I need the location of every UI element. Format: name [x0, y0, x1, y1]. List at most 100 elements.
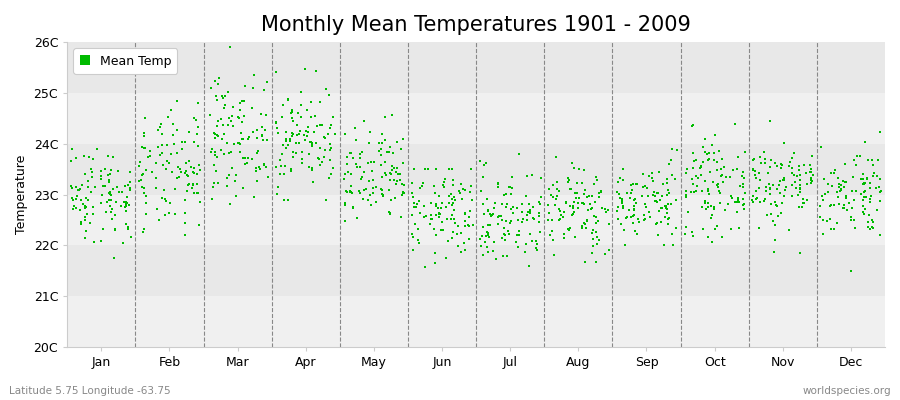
Point — [576, 200, 590, 206]
Point — [546, 194, 561, 200]
Point — [651, 232, 665, 238]
Point — [654, 205, 669, 211]
Point — [848, 225, 862, 231]
Point — [631, 216, 645, 222]
Point — [700, 188, 715, 194]
Point — [79, 195, 94, 201]
Point — [233, 148, 248, 155]
Point — [857, 181, 871, 188]
Point — [626, 206, 641, 212]
Point — [824, 202, 838, 209]
Point — [439, 254, 454, 261]
Point — [552, 206, 566, 212]
Point — [572, 166, 587, 172]
Point — [529, 247, 544, 253]
Point — [708, 226, 723, 232]
Point — [510, 216, 525, 223]
Point — [66, 206, 80, 212]
Point — [463, 188, 477, 195]
Point — [696, 226, 710, 233]
Point — [288, 140, 302, 146]
Point — [232, 114, 247, 121]
Point — [298, 137, 312, 144]
Point — [167, 186, 182, 192]
Point — [792, 177, 806, 183]
Point — [276, 196, 291, 203]
Point — [177, 139, 192, 145]
Point — [441, 193, 455, 200]
Point — [278, 138, 293, 144]
Point — [716, 234, 730, 241]
Point — [763, 201, 778, 208]
Point — [428, 260, 442, 267]
Point — [166, 141, 181, 147]
Point — [294, 156, 309, 162]
Point — [550, 179, 564, 185]
Point — [338, 170, 353, 177]
Point — [276, 171, 291, 177]
Point — [407, 166, 421, 172]
Point — [866, 172, 880, 179]
Point — [235, 136, 249, 142]
Point — [856, 202, 870, 209]
Point — [782, 163, 796, 169]
Point — [253, 166, 267, 172]
Point — [273, 157, 287, 164]
Point — [462, 214, 476, 220]
Point — [693, 163, 707, 169]
Point — [134, 144, 148, 150]
Point — [800, 181, 814, 188]
Point — [284, 110, 298, 116]
Point — [286, 118, 301, 124]
Point — [269, 120, 284, 126]
Point — [793, 186, 807, 192]
Point — [278, 162, 293, 169]
Point — [365, 190, 380, 196]
Point — [190, 130, 204, 137]
Point — [452, 188, 466, 194]
Point — [566, 203, 580, 210]
Point — [175, 146, 189, 152]
Point — [355, 174, 369, 180]
Point — [562, 177, 577, 183]
Point — [238, 161, 252, 168]
Point — [208, 78, 222, 84]
Point — [564, 186, 579, 192]
Point — [785, 165, 799, 171]
Point — [87, 239, 102, 246]
Point — [379, 172, 393, 178]
Point — [170, 164, 184, 170]
Point — [457, 210, 472, 216]
Point — [432, 214, 446, 220]
Point — [698, 200, 713, 206]
Point — [109, 199, 123, 205]
Point — [303, 114, 318, 120]
Point — [585, 250, 599, 256]
Point — [664, 146, 679, 152]
Point — [178, 170, 193, 176]
Point — [491, 180, 506, 187]
Point — [515, 208, 529, 215]
Point — [541, 217, 555, 223]
Bar — [68, 93, 885, 144]
Point — [735, 202, 750, 208]
Point — [348, 161, 363, 168]
Point — [190, 181, 204, 187]
Point — [300, 133, 314, 139]
Point — [236, 185, 250, 191]
Point — [357, 187, 372, 194]
Point — [473, 188, 488, 194]
Point — [601, 207, 616, 214]
Point — [247, 72, 261, 78]
Point — [589, 214, 603, 220]
Point — [187, 165, 202, 171]
Point — [546, 237, 561, 243]
Point — [77, 217, 92, 224]
Point — [405, 211, 419, 218]
Point — [338, 202, 352, 208]
Point — [411, 198, 426, 204]
Point — [710, 181, 724, 188]
Point — [713, 200, 727, 206]
Point — [746, 166, 760, 172]
Point — [793, 181, 807, 188]
